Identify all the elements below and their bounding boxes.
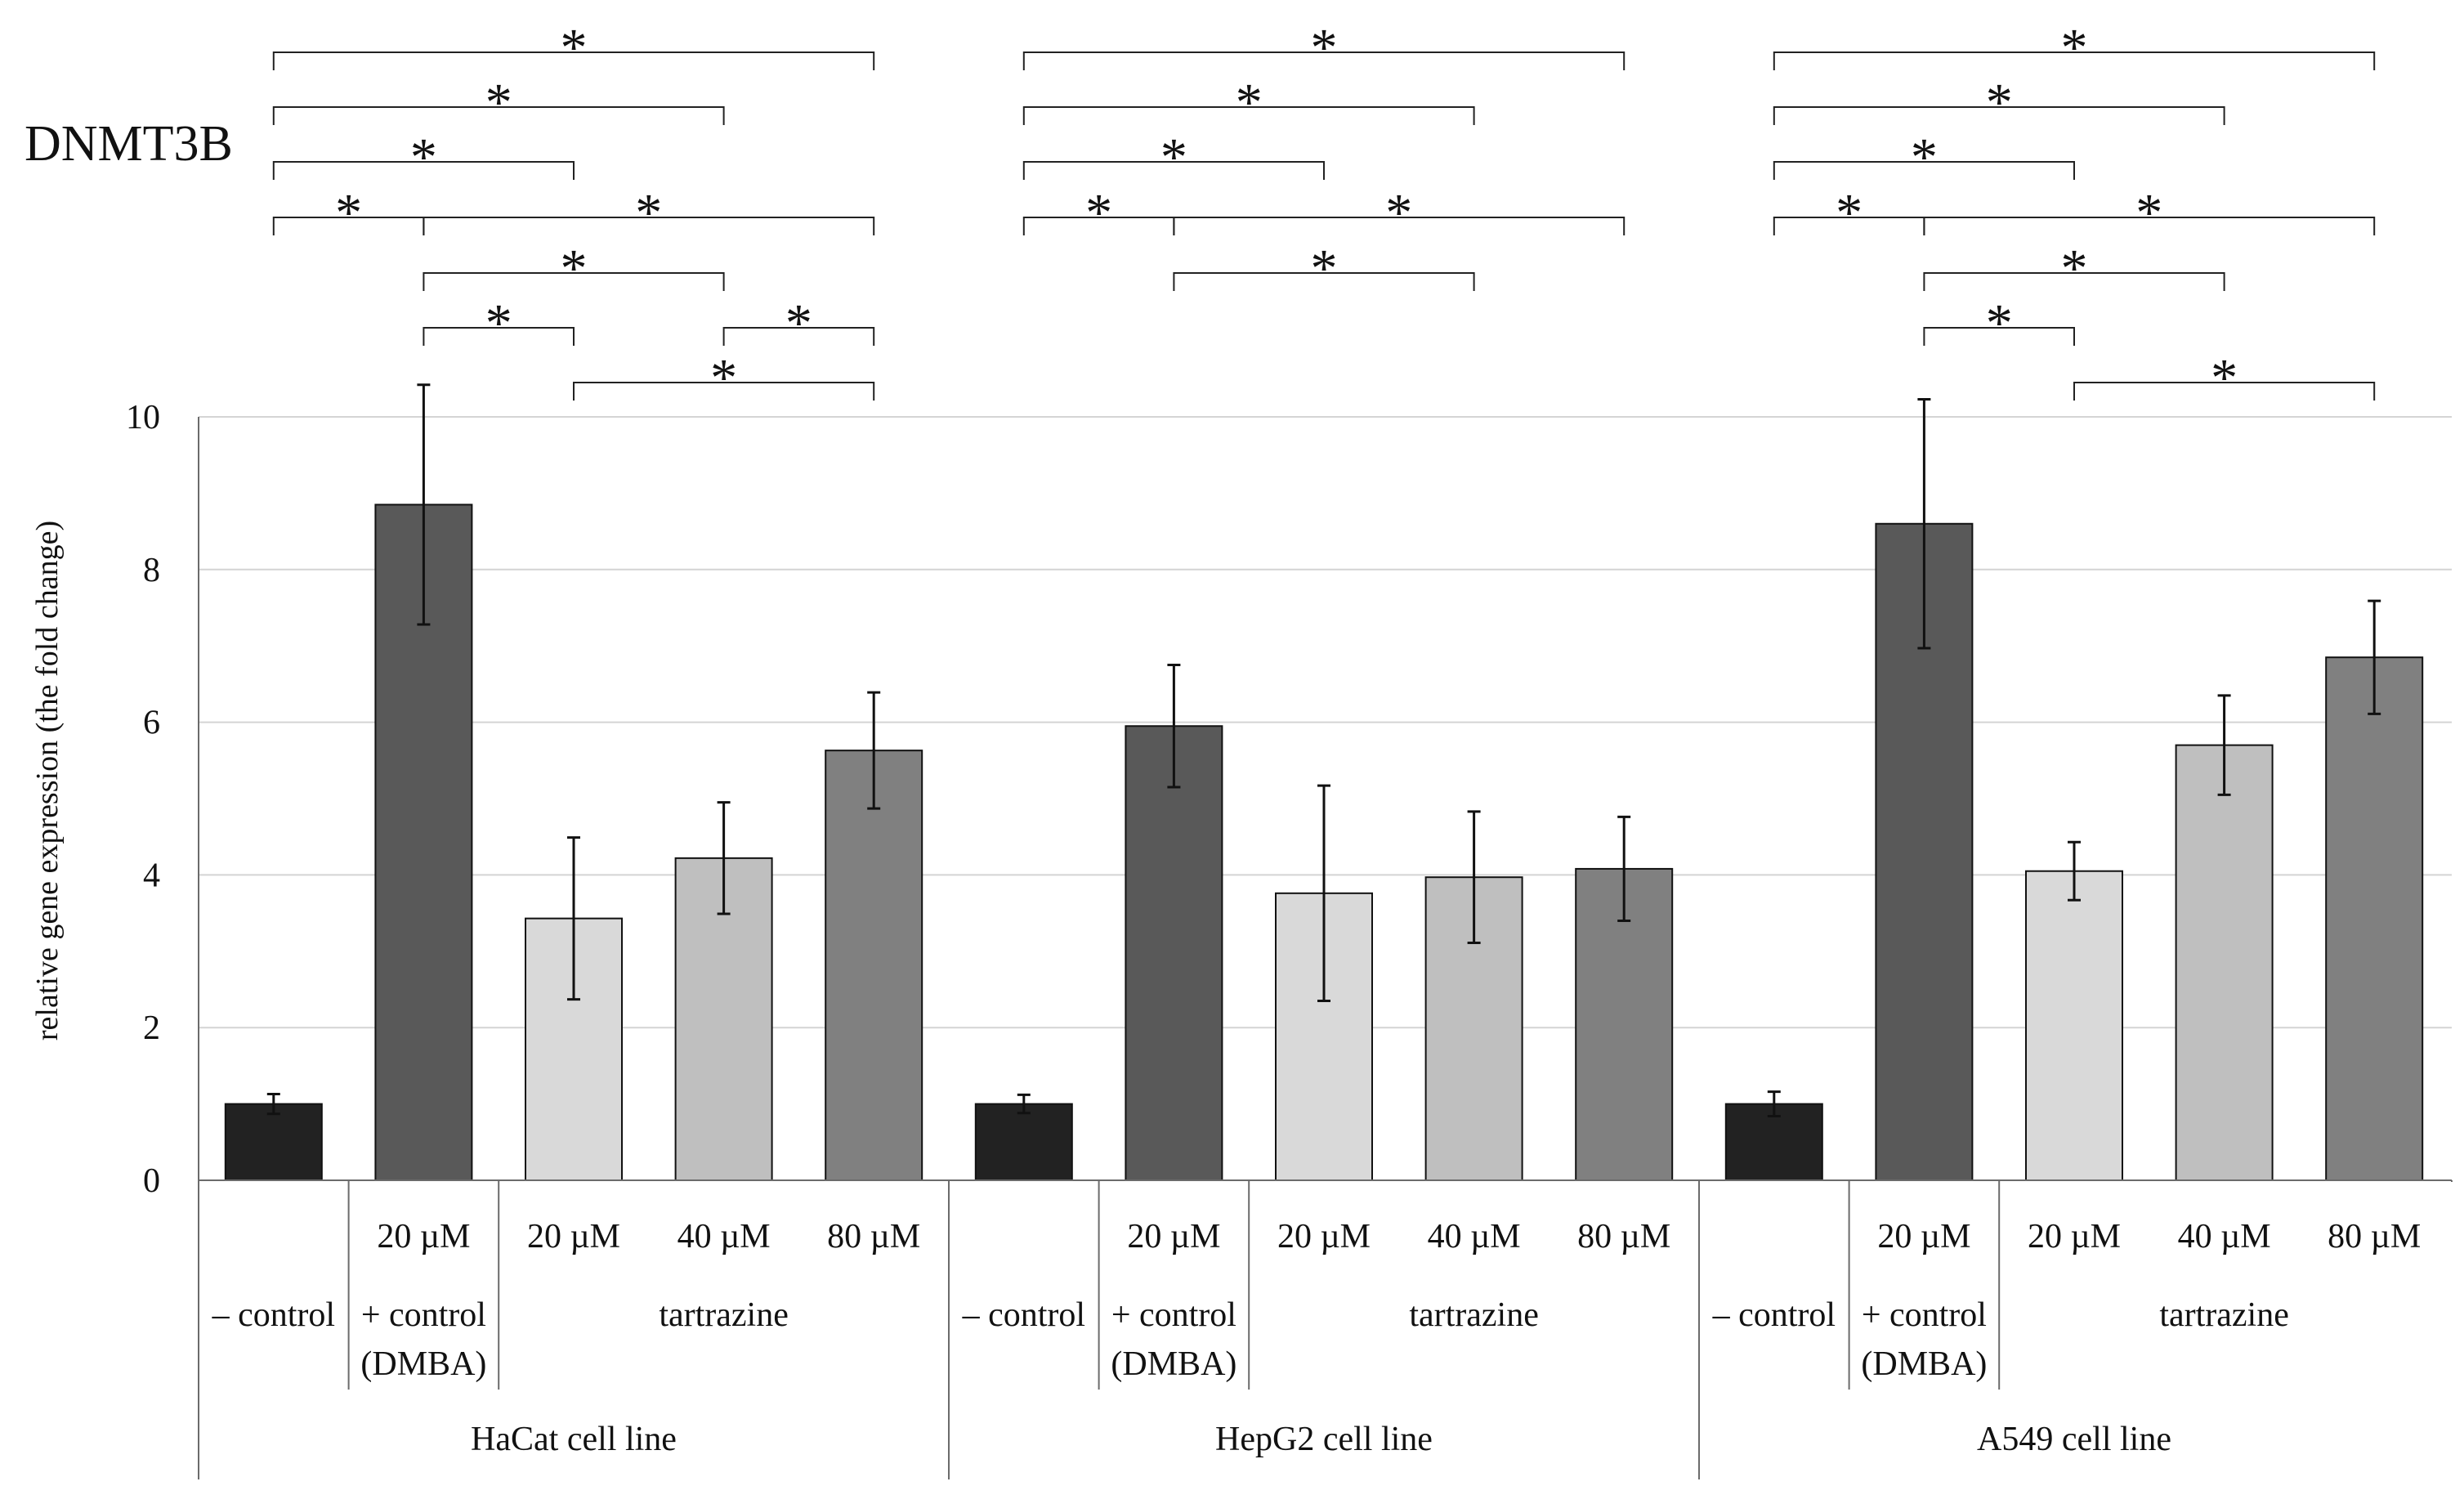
category-label: – control (1712, 1296, 1836, 1334)
significance-star: * (1986, 73, 2013, 132)
category-label: – control (212, 1296, 335, 1334)
significance-bracket (1173, 272, 1475, 291)
significance-bracket (1773, 106, 2225, 125)
category-labels: – control 20 µM + control (DMBA) 20 µM 40 µM 8… (198, 1180, 2453, 1479)
significance-bracket (1022, 51, 1626, 70)
significance-star: * (410, 128, 437, 187)
significance-star: * (1986, 293, 2013, 353)
bar (825, 750, 923, 1181)
significance-bracket (1923, 217, 2376, 235)
significance-bracket (272, 106, 725, 125)
concentration-label: 40 µM (1428, 1218, 1521, 1255)
significance-star: * (1836, 183, 1863, 243)
bar (974, 1103, 1073, 1181)
significance-star: * (1311, 239, 1338, 298)
significance-star: * (561, 239, 588, 298)
significance-star: * (1311, 18, 1338, 78)
significance-star: * (2135, 183, 2162, 243)
concentration-label: 40 µM (677, 1218, 771, 1255)
bar (2025, 870, 2123, 1181)
significance-star: * (335, 183, 362, 243)
significance-star: * (635, 183, 662, 243)
significance-star: * (1385, 183, 1412, 243)
bars (224, 383, 2424, 1182)
concentration-label: 20 µM (377, 1218, 470, 1255)
chart-title: DNMT3B (25, 116, 233, 172)
significance-bracket (1173, 217, 1626, 235)
category-sublabel: (DMBA) (360, 1345, 486, 1383)
tartrazine-label: tartrazine (2159, 1296, 2289, 1334)
y-axis-label: relative gene expression (the fold chang… (30, 521, 65, 1041)
significance-brackets: * * * * * * * * * * * * * * * * * * * * * * * (272, 18, 2376, 408)
significance-bracket (2073, 382, 2376, 401)
significance-star: * (561, 18, 588, 78)
y-tick-label: 6 (143, 705, 160, 742)
category-label: + control (1862, 1296, 1987, 1334)
y-tick-label: 0 (143, 1162, 160, 1200)
tartrazine-label: tartrazine (659, 1296, 789, 1334)
significance-bracket (423, 217, 875, 235)
significance-star: * (710, 348, 737, 408)
bar (1125, 725, 1223, 1181)
concentration-label: 20 µM (2028, 1218, 2121, 1255)
y-tick-label: 4 (143, 857, 160, 894)
significance-bracket (1923, 327, 2075, 346)
significance-bracket (272, 161, 575, 180)
significance-star: * (485, 73, 512, 132)
significance-bracket (1773, 161, 2075, 180)
group-label: HaCat cell line (471, 1421, 677, 1458)
significance-star: * (785, 293, 812, 353)
y-tick-label: 8 (143, 552, 160, 589)
significance-bracket (272, 51, 875, 70)
concentration-label: 20 µM (1127, 1218, 1220, 1255)
concentration-label: 80 µM (2328, 1218, 2421, 1255)
significance-bracket (1773, 51, 2376, 70)
group-label: A549 cell line (1977, 1421, 2171, 1458)
significance-bracket (722, 327, 875, 346)
significance-star: * (485, 293, 512, 353)
bar (224, 1103, 323, 1181)
concentration-label: 80 µM (1577, 1218, 1670, 1255)
concentration-label: 20 µM (1877, 1218, 1970, 1255)
significance-star: * (2211, 348, 2238, 408)
significance-bracket (1022, 161, 1325, 180)
significance-bracket (1923, 272, 2225, 291)
bar (2175, 744, 2274, 1181)
significance-star: * (2061, 18, 2088, 78)
significance-star: * (1911, 128, 1938, 187)
significance-star: * (2061, 239, 2088, 298)
significance-star: * (1160, 128, 1187, 187)
tartrazine-label: tartrazine (1409, 1296, 1539, 1334)
category-label: + control (361, 1296, 486, 1334)
y-tick-label: 2 (143, 1009, 160, 1047)
category-sublabel: (DMBA) (1111, 1345, 1236, 1383)
significance-star: * (1236, 73, 1263, 132)
group-label: HepG2 cell line (1215, 1421, 1433, 1458)
significance-bracket (573, 382, 875, 401)
concentration-label: 80 µM (827, 1218, 920, 1255)
concentration-label: 20 µM (1277, 1218, 1371, 1255)
significance-bracket (423, 327, 575, 346)
bar (2325, 656, 2424, 1181)
significance-bracket (1022, 106, 1475, 125)
concentration-label: 40 µM (2178, 1218, 2271, 1255)
category-sublabel: (DMBA) (1861, 1345, 1987, 1383)
concentration-label: 20 µM (527, 1218, 620, 1255)
y-tick-label: 10 (126, 399, 160, 436)
category-label: – control (962, 1296, 1085, 1334)
axes: 0 2 4 6 8 10 (126, 399, 2452, 1200)
significance-star: * (1085, 183, 1112, 243)
category-label: + control (1111, 1296, 1236, 1334)
significance-bracket (423, 272, 725, 291)
